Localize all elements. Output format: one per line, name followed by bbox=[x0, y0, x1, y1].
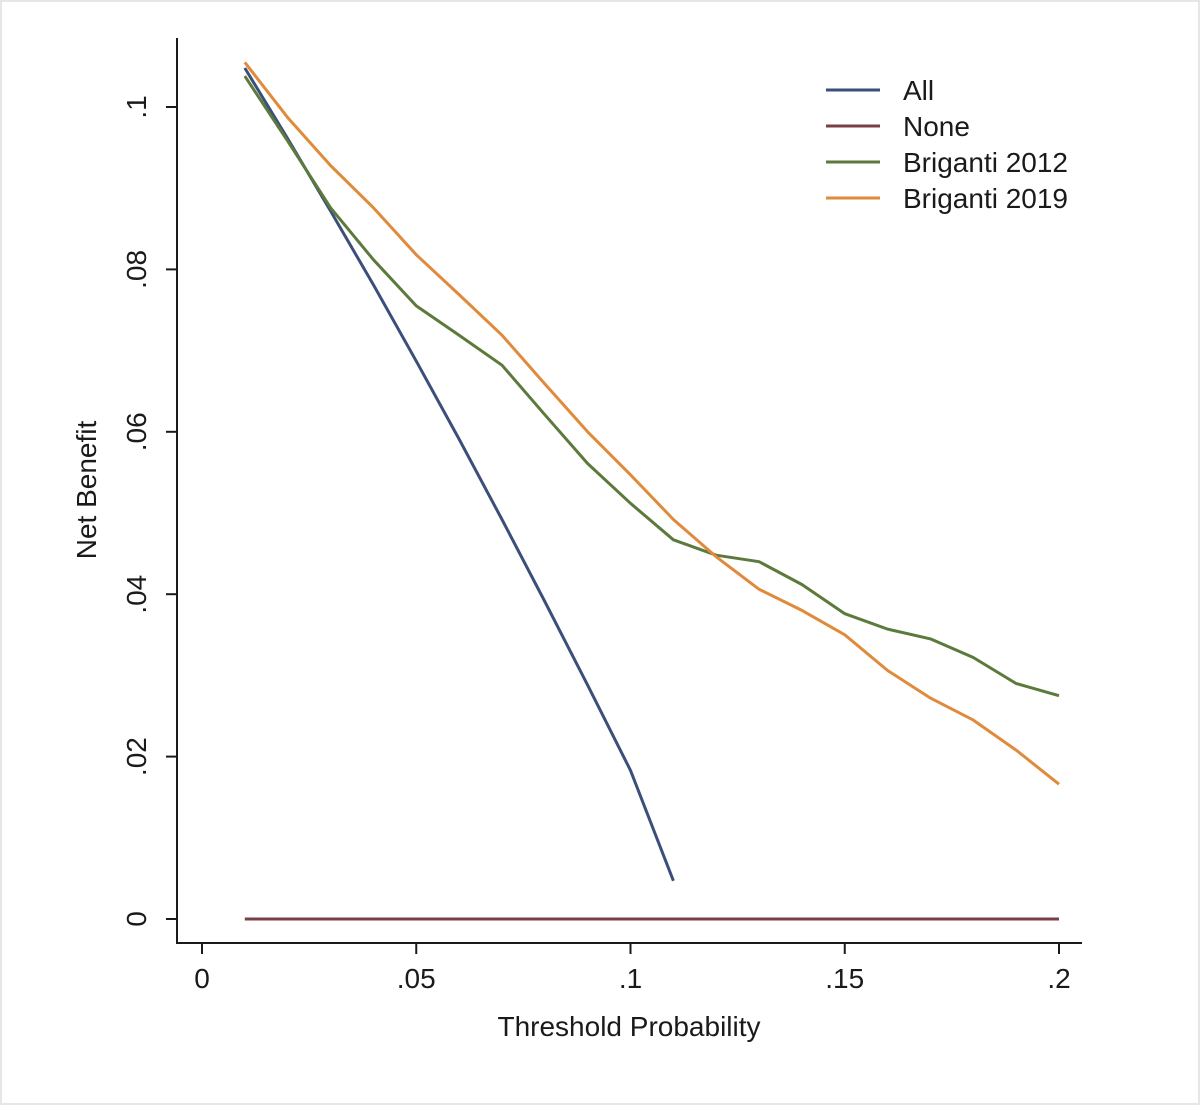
legend: All None Briganti 2012 Briganti 2019 bbox=[826, 75, 1068, 214]
y-tick-label: .06 bbox=[121, 412, 152, 451]
x-axis-ticks: 0 .05 .1 .15 .2 bbox=[194, 943, 1071, 994]
y-tick-label: .1 bbox=[121, 95, 152, 118]
series-line-briganti-2012 bbox=[243, 75, 1060, 698]
series-line-briganti-2019 bbox=[243, 61, 1060, 786]
y-axis-ticks: 0 .02 .04 .06 .08 .1 bbox=[121, 95, 177, 927]
y-tick-label: .04 bbox=[121, 575, 152, 614]
x-tick-label: .2 bbox=[1047, 963, 1070, 994]
x-tick-label: .05 bbox=[397, 963, 436, 994]
legend-label-briganti-2012: Briganti 2012 bbox=[903, 147, 1068, 178]
legend-label-briganti-2019: Briganti 2019 bbox=[903, 183, 1068, 214]
y-tick-label: .02 bbox=[121, 737, 152, 776]
y-tick-label: 0 bbox=[121, 911, 152, 927]
legend-label-none: None bbox=[903, 111, 970, 142]
x-tick-label: .1 bbox=[619, 963, 642, 994]
x-tick-label: .15 bbox=[825, 963, 864, 994]
y-axis-title: Net Benefit bbox=[71, 421, 102, 560]
x-axis-title: Threshold Probability bbox=[497, 1011, 760, 1042]
x-tick-label: 0 bbox=[194, 963, 210, 994]
plot-series bbox=[243, 61, 1060, 921]
y-tick-label: .08 bbox=[121, 250, 152, 289]
legend-label-all: All bbox=[903, 75, 934, 106]
series-line-all bbox=[243, 67, 675, 882]
